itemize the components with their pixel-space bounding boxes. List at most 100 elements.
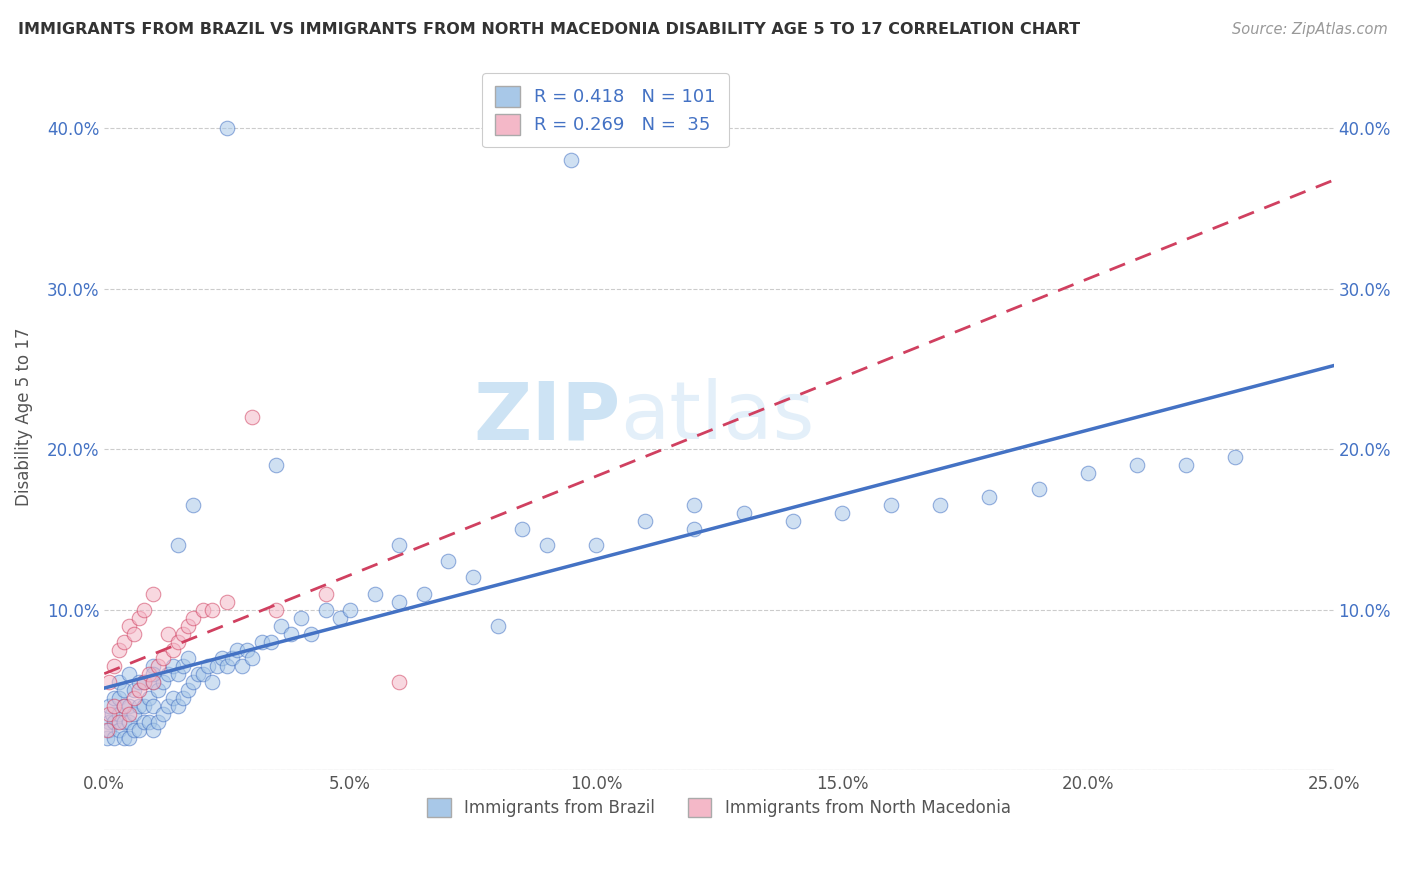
Point — [142, 674, 165, 689]
Point — [536, 538, 558, 552]
Point — [240, 650, 263, 665]
Point — [412, 586, 434, 600]
Point — [250, 634, 273, 648]
Point — [98, 714, 121, 729]
Text: ZIP: ZIP — [474, 378, 620, 456]
Point — [177, 650, 200, 665]
Point — [167, 666, 190, 681]
Point — [217, 121, 239, 136]
Point — [118, 706, 141, 721]
Point — [112, 731, 135, 745]
Point — [122, 706, 145, 721]
Point — [132, 602, 155, 616]
Point — [142, 658, 165, 673]
Point — [1077, 466, 1099, 480]
Point — [157, 666, 180, 681]
Point — [181, 674, 204, 689]
Point — [122, 626, 145, 640]
Point — [118, 618, 141, 632]
Point — [260, 634, 283, 648]
Point — [103, 658, 125, 673]
Point — [100, 706, 122, 721]
Point — [142, 666, 165, 681]
Point — [98, 698, 121, 713]
Point — [162, 642, 184, 657]
Point — [181, 610, 204, 624]
Point — [162, 658, 184, 673]
Point — [733, 506, 755, 520]
Point — [148, 682, 170, 697]
Point — [266, 602, 288, 616]
Y-axis label: Disability Age 5 to 17: Disability Age 5 to 17 — [15, 327, 32, 507]
Point — [1225, 450, 1247, 464]
Point — [108, 714, 131, 729]
Point — [148, 658, 170, 673]
Point — [138, 690, 160, 705]
Point — [122, 690, 145, 705]
Point — [167, 698, 190, 713]
Point — [388, 538, 411, 552]
Point — [782, 514, 804, 528]
Point — [290, 610, 312, 624]
Point — [112, 682, 135, 697]
Point — [118, 666, 141, 681]
Point — [191, 602, 214, 616]
Point — [112, 714, 135, 729]
Point — [339, 602, 361, 616]
Point — [181, 498, 204, 512]
Point — [201, 602, 224, 616]
Point — [103, 690, 125, 705]
Point — [112, 634, 135, 648]
Point — [142, 674, 165, 689]
Point — [217, 658, 239, 673]
Point — [152, 706, 174, 721]
Legend: Immigrants from Brazil, Immigrants from North Macedonia: Immigrants from Brazil, Immigrants from … — [419, 789, 1019, 825]
Point — [103, 714, 125, 729]
Point — [128, 723, 150, 737]
Point — [1126, 458, 1149, 472]
Point — [138, 714, 160, 729]
Point — [560, 153, 582, 168]
Point — [96, 731, 118, 745]
Point — [486, 618, 509, 632]
Text: IMMIGRANTS FROM BRAZIL VS IMMIGRANTS FROM NORTH MACEDONIA DISABILITY AGE 5 TO 17: IMMIGRANTS FROM BRAZIL VS IMMIGRANTS FRO… — [18, 22, 1080, 37]
Point — [167, 634, 190, 648]
Text: Source: ZipAtlas.com: Source: ZipAtlas.com — [1232, 22, 1388, 37]
Point — [831, 506, 853, 520]
Point — [122, 682, 145, 697]
Point — [329, 610, 352, 624]
Point — [108, 706, 131, 721]
Point — [929, 498, 952, 512]
Point — [270, 618, 292, 632]
Point — [172, 658, 194, 673]
Point — [167, 538, 190, 552]
Point — [177, 682, 200, 697]
Point — [979, 490, 1001, 504]
Text: atlas: atlas — [620, 378, 815, 456]
Point — [634, 514, 657, 528]
Point — [108, 642, 131, 657]
Point — [191, 666, 214, 681]
Point — [172, 626, 194, 640]
Point — [142, 586, 165, 600]
Point — [112, 698, 135, 713]
Point — [128, 682, 150, 697]
Point — [98, 674, 121, 689]
Point — [226, 642, 249, 657]
Point — [388, 674, 411, 689]
Point — [172, 690, 194, 705]
Point — [240, 410, 263, 425]
Point — [388, 594, 411, 608]
Point — [1175, 458, 1198, 472]
Point — [148, 714, 170, 729]
Point — [142, 723, 165, 737]
Point — [98, 723, 121, 737]
Point — [177, 618, 200, 632]
Point — [108, 723, 131, 737]
Point — [364, 586, 387, 600]
Point — [585, 538, 607, 552]
Point — [128, 610, 150, 624]
Point — [510, 522, 533, 536]
Point — [880, 498, 903, 512]
Point — [152, 650, 174, 665]
